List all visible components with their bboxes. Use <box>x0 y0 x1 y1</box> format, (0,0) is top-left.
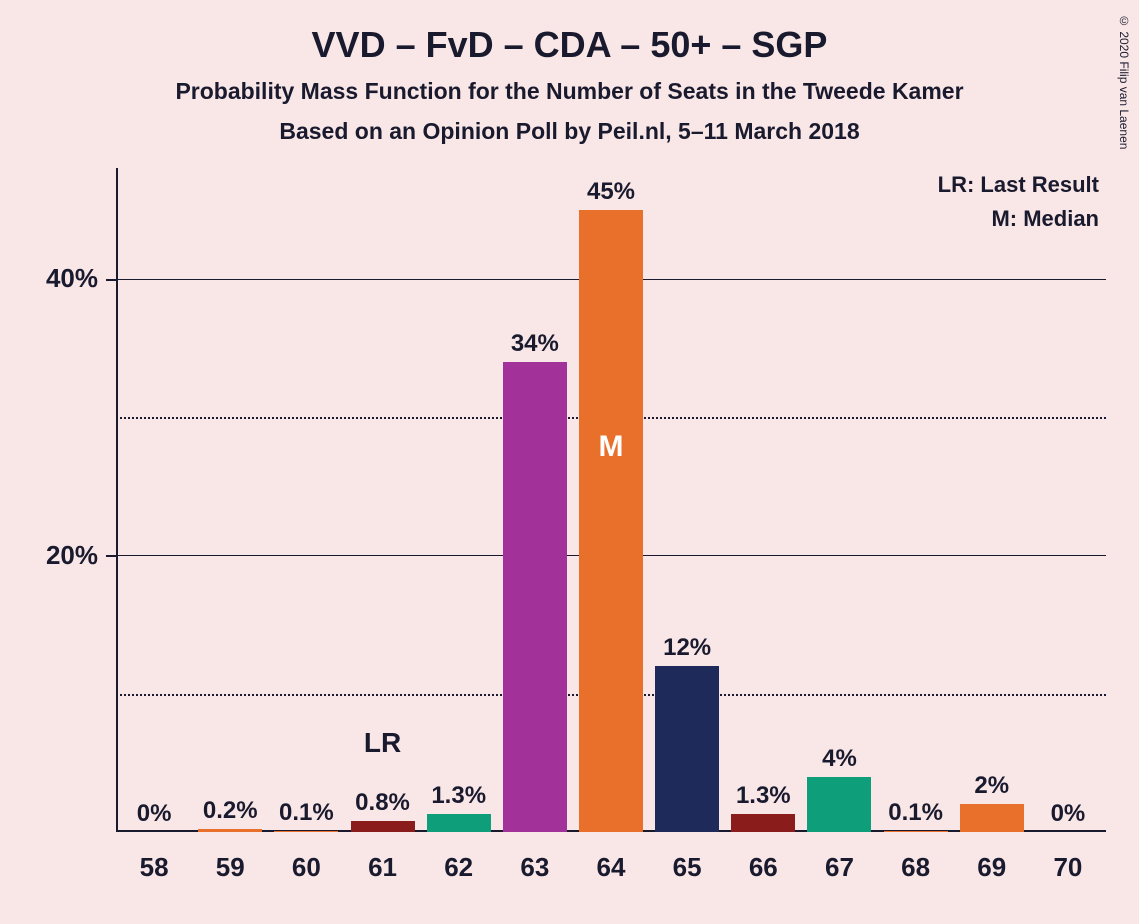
x-tick-label: 69 <box>954 852 1030 883</box>
x-tick-label: 60 <box>268 852 344 883</box>
chart-subtitle-2: Based on an Opinion Poll by Peil.nl, 5–1… <box>0 118 1139 145</box>
x-tick-label: 70 <box>1030 852 1106 883</box>
x-tick-label: 63 <box>497 852 573 883</box>
y-axis <box>116 168 118 832</box>
copyright-text: © 2020 Filip van Laenen <box>1117 14 1131 149</box>
y-tick-mark <box>106 555 116 557</box>
bar-value-label: 1.3% <box>421 782 497 810</box>
bar <box>731 814 795 832</box>
bar <box>579 210 643 833</box>
bar-value-label: 4% <box>801 745 877 773</box>
bar-annotation: M <box>573 430 649 464</box>
x-tick-label: 66 <box>725 852 801 883</box>
y-tick-label: 40% <box>18 263 98 294</box>
bar <box>198 829 262 832</box>
x-tick-label: 61 <box>344 852 420 883</box>
bar-value-label: 1.3% <box>725 782 801 810</box>
bar <box>655 666 719 832</box>
bar-value-label: 2% <box>954 772 1030 800</box>
bar-value-label: 0% <box>116 800 192 828</box>
bar <box>884 831 948 832</box>
bar-annotation: LR <box>344 727 420 759</box>
bar <box>503 362 567 832</box>
y-tick-label: 20% <box>18 540 98 571</box>
bar-value-label: 12% <box>649 634 725 662</box>
bar-value-label: 0.8% <box>344 789 420 817</box>
bar-value-label: 0.1% <box>268 799 344 827</box>
x-tick-label: 58 <box>116 852 192 883</box>
bar <box>427 814 491 832</box>
chart-plot-area: 20%40%0%580.2%590.1%600.8%611.3%6234%634… <box>116 168 1106 832</box>
x-tick-label: 59 <box>192 852 268 883</box>
bar <box>807 777 871 832</box>
bar <box>351 821 415 832</box>
x-tick-label: 68 <box>878 852 954 883</box>
bar-value-label: 0.2% <box>192 797 268 825</box>
bar <box>274 831 338 832</box>
chart-subtitle-1: Probability Mass Function for the Number… <box>0 78 1139 105</box>
x-tick-label: 64 <box>573 852 649 883</box>
bar-value-label: 45% <box>573 178 649 206</box>
bar-value-label: 0% <box>1030 800 1106 828</box>
y-tick-mark <box>106 279 116 281</box>
x-tick-label: 65 <box>649 852 725 883</box>
bar-value-label: 0.1% <box>878 799 954 827</box>
x-tick-label: 62 <box>421 852 497 883</box>
bar-value-label: 34% <box>497 330 573 358</box>
bar <box>960 804 1024 832</box>
chart-title: VVD – FvD – CDA – 50+ – SGP <box>0 24 1139 66</box>
x-tick-label: 67 <box>801 852 877 883</box>
